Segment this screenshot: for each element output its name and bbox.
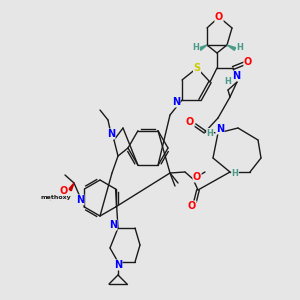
Text: N: N: [216, 124, 224, 134]
Text: O: O: [188, 201, 196, 211]
Text: N: N: [109, 220, 117, 230]
Polygon shape: [69, 183, 74, 191]
Polygon shape: [227, 45, 236, 50]
Text: O: O: [215, 12, 223, 22]
Text: O: O: [60, 186, 68, 196]
Text: H: H: [225, 76, 231, 85]
Text: S: S: [194, 63, 201, 73]
Text: N: N: [232, 71, 240, 81]
Text: N: N: [107, 129, 115, 139]
Text: N: N: [114, 260, 122, 270]
Text: H: H: [193, 43, 200, 52]
Text: H: H: [232, 169, 238, 178]
Text: H: H: [207, 128, 213, 137]
Text: O: O: [186, 117, 194, 127]
Text: O: O: [244, 57, 252, 67]
Text: N: N: [172, 97, 180, 107]
Text: methoxy: methoxy: [40, 196, 71, 200]
Polygon shape: [199, 45, 207, 50]
Text: H: H: [237, 43, 243, 52]
Text: O: O: [193, 172, 201, 182]
Text: N: N: [76, 195, 84, 205]
